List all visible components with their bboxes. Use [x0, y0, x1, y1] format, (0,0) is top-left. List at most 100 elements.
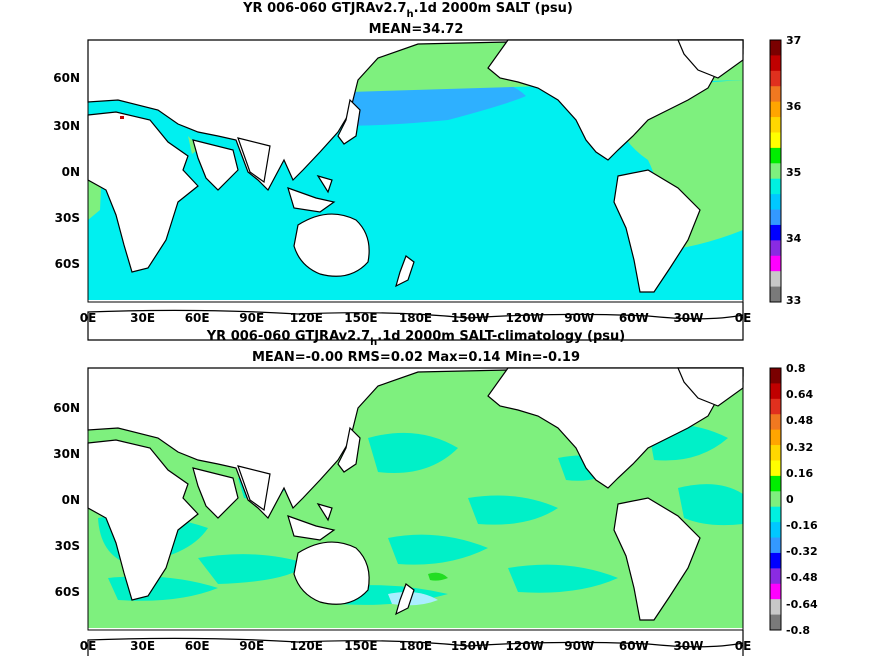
xtick-label: 60W — [619, 639, 649, 653]
ytick-label: 30S — [55, 211, 80, 225]
colorbar-swatch — [770, 147, 781, 164]
colorbar-swatch — [770, 537, 781, 554]
colorbar-swatch — [770, 614, 781, 631]
ytick-label: 60N — [53, 71, 80, 85]
colorbar-swatch — [770, 475, 781, 492]
xtick-label: 120E — [290, 311, 323, 325]
panel-bottom-title-suffix: .1d 2000m SALT-climatology (psu) — [377, 329, 625, 344]
colorbar-swatch — [770, 506, 781, 523]
colorbar-label: 36 — [786, 100, 802, 113]
colorbar-swatch — [770, 117, 781, 133]
panel-top-title-subscript: h — [407, 9, 414, 20]
ytick-label: 60S — [55, 257, 80, 271]
colorbar-label: 0.48 — [786, 414, 813, 427]
colorbar-swatch — [770, 101, 781, 118]
xtick-label: 150E — [344, 311, 377, 325]
colorbar-label: -0.8 — [786, 624, 810, 637]
colorbar-label: 35 — [786, 166, 801, 179]
colorbar-swatch — [770, 178, 781, 195]
xtick-label: 0E — [735, 311, 752, 325]
panel-top: YR 006-060 GTJRAv2.7h.1d 2000m SALT (psu… — [53, 1, 802, 341]
panel-bottom: YR 006-060 GTJRAv2.7h.1d 2000m SALT-clim… — [53, 329, 818, 660]
xtick-label: 30E — [130, 311, 155, 325]
panel-top-title: YR 006-060 GTJRAv2.7h.1d 2000m SALT (psu… — [242, 1, 573, 20]
xtick-label: 90E — [239, 311, 264, 325]
xtick-label: 150W — [451, 639, 489, 653]
colorbar-swatch — [770, 445, 781, 461]
xtick-label: 120W — [506, 639, 544, 653]
mediterranean-field — [120, 116, 124, 119]
xtick-label: 60E — [185, 639, 210, 653]
colorbar-swatch — [770, 286, 781, 303]
panel-top-subtitle: MEAN=34.72 — [369, 22, 464, 37]
colorbar-swatch — [770, 398, 781, 415]
ytick-label: 60N — [53, 401, 80, 415]
xtick-label: 30W — [673, 311, 703, 325]
colorbar-swatch — [770, 224, 781, 241]
colorbar-label: 0.64 — [786, 388, 813, 401]
colorbar-swatch — [770, 460, 781, 477]
xtick-label: 90W — [564, 639, 594, 653]
ytick-label: 60S — [55, 585, 80, 599]
xtick-label: 90W — [564, 311, 594, 325]
panel-top-colorbar — [769, 39, 782, 303]
colorbar-label: -0.64 — [786, 598, 818, 611]
xtick-label: 0E — [80, 311, 97, 325]
panel-bottom-colorbar — [769, 367, 782, 631]
colorbar-label: 0.16 — [786, 467, 813, 480]
xtick-label: 150W — [451, 311, 489, 325]
colorbar-label: 33 — [786, 294, 801, 307]
colorbar-label: 0 — [786, 493, 794, 506]
colorbar-label: -0.16 — [786, 519, 818, 532]
xtick-label: 120E — [290, 639, 323, 653]
panel-bottom-map — [87, 367, 744, 660]
colorbar-swatch — [770, 522, 781, 539]
xtick-label: 60E — [185, 311, 210, 325]
ytick-label: 0N — [62, 165, 80, 179]
ytick-label: 0N — [62, 493, 80, 507]
colorbar-swatch — [770, 40, 781, 56]
colorbar-swatch — [770, 368, 781, 384]
map-frame — [87, 367, 744, 631]
xtick-label: 180E — [399, 311, 432, 325]
colorbar-swatch — [770, 429, 781, 446]
colorbar-swatch — [770, 414, 781, 431]
xtick-label: 60W — [619, 311, 649, 325]
panel-bottom-title-subscript: h — [370, 337, 377, 348]
panel-top-title-prefix: YR 006-060 GTJRAv2.7 — [242, 1, 406, 16]
xtick-label: 150E — [344, 639, 377, 653]
panel-bottom-xticks: 0E 30E 60E 90E 120E 150E 180E 150W 120W 90W 60W 30W… — [80, 639, 752, 653]
colorbar-frame — [769, 39, 782, 303]
colorbar-swatch — [770, 552, 781, 569]
colorbar-swatch — [770, 599, 781, 616]
colorbar-swatch — [770, 194, 781, 211]
ytick-label: 30N — [53, 447, 80, 461]
colorbar-swatch — [770, 240, 781, 257]
colorbar-swatch — [770, 132, 781, 149]
xtick-label: 0E — [80, 639, 97, 653]
xtick-label: 0E — [735, 639, 752, 653]
colorbar-swatch — [770, 383, 781, 400]
colorbar-swatch — [770, 209, 781, 226]
panel-top-map — [87, 39, 744, 341]
colorbar-label: 37 — [786, 34, 801, 47]
colorbar-label: 34 — [786, 232, 802, 245]
colorbar-frame — [769, 367, 782, 631]
xtick-label: 30E — [130, 639, 155, 653]
xtick-label: 180E — [399, 639, 432, 653]
panel-bottom-title: YR 006-060 GTJRAv2.7h.1d 2000m SALT-clim… — [206, 329, 625, 348]
xtick-label: 120W — [506, 311, 544, 325]
colorbar-label: -0.32 — [786, 545, 818, 558]
panel-top-xticks: 0E 30E 60E 90E 120E 150E 180E 150W 120W 90W 60W 30W… — [80, 311, 752, 325]
colorbar-swatch — [770, 271, 781, 288]
ytick-label: 30N — [53, 119, 80, 133]
colorbar-label: 0.8 — [786, 362, 806, 375]
colorbar-swatch — [770, 163, 781, 180]
map-frame — [87, 39, 744, 303]
ytick-label: 30S — [55, 539, 80, 553]
colorbar-swatch — [770, 55, 781, 72]
panel-top-title-suffix: .1d 2000m SALT (psu) — [414, 1, 573, 16]
colorbar-label: 0.32 — [786, 441, 813, 454]
